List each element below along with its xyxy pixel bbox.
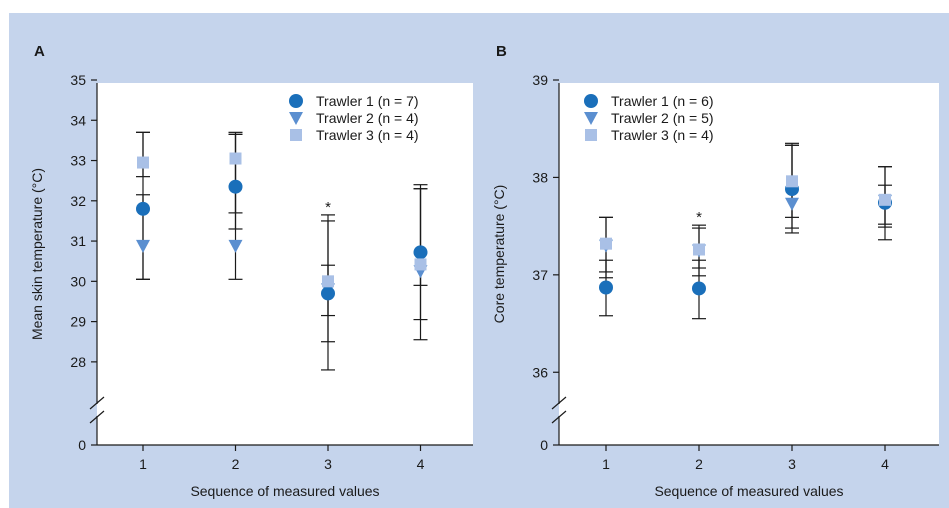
legend-marker-trawler-1 bbox=[289, 94, 303, 108]
y-tick-label: 35 bbox=[70, 72, 86, 88]
legend-marker-trawler-1 bbox=[584, 94, 598, 108]
panel-label: A bbox=[34, 43, 45, 60]
legend-marker-trawler-3 bbox=[290, 129, 302, 141]
significance-marker: * bbox=[696, 209, 702, 226]
legend-label: Trawler 2 (n = 5) bbox=[611, 110, 714, 126]
x-tick-label: 4 bbox=[881, 456, 889, 472]
data-point-trawler-1 bbox=[228, 179, 243, 194]
legend-label: Trawler 1 (n = 6) bbox=[611, 93, 714, 109]
y-tick-label-zero: 0 bbox=[78, 437, 86, 453]
data-point-trawler-3 bbox=[693, 243, 705, 256]
data-point-trawler-3 bbox=[137, 156, 149, 169]
data-point-trawler-1 bbox=[136, 201, 150, 216]
y-tick-label: 29 bbox=[70, 314, 86, 330]
panel-label: B bbox=[496, 43, 507, 60]
axis-break-mark bbox=[89, 396, 105, 410]
data-point-trawler-3 bbox=[414, 258, 427, 271]
data-point-trawler-3 bbox=[879, 193, 891, 206]
x-tick-label: 3 bbox=[324, 456, 332, 472]
data-point-trawler-1 bbox=[413, 245, 428, 260]
y-tick-label: 36 bbox=[532, 364, 548, 380]
y-tick-label-zero: 0 bbox=[540, 437, 548, 453]
axis-break-mark bbox=[551, 396, 567, 410]
data-point-trawler-3 bbox=[600, 237, 612, 250]
x-tick-label: 3 bbox=[788, 456, 796, 472]
plot-area bbox=[97, 83, 473, 445]
x-axis-title: Sequence of measured values bbox=[654, 483, 843, 499]
chart-panel-b: B 36 37 38 39 0 1 2 3 4 Sequence of measured value… bbox=[491, 43, 939, 499]
legend-marker-trawler-2 bbox=[289, 112, 303, 125]
y-tick-label: 32 bbox=[70, 193, 86, 209]
x-tick-label: 2 bbox=[695, 456, 703, 472]
legend-label: Trawler 2 (n = 4) bbox=[316, 110, 419, 126]
plot-area bbox=[559, 83, 939, 445]
axis-break-mark bbox=[551, 410, 567, 424]
data-point-trawler-3 bbox=[229, 152, 242, 165]
data-point-trawler-2 bbox=[136, 239, 150, 253]
y-tick-label: 28 bbox=[70, 354, 86, 370]
axis-break-mark bbox=[89, 410, 105, 424]
significance-marker: * bbox=[325, 199, 331, 216]
y-tick-label: 37 bbox=[532, 267, 548, 283]
data-point-trawler-2 bbox=[785, 197, 799, 211]
legend-label: Trawler 3 (n = 4) bbox=[316, 127, 419, 143]
legend-label: Trawler 3 (n = 4) bbox=[611, 127, 714, 143]
y-tick-label: 38 bbox=[532, 169, 548, 185]
x-tick-label: 2 bbox=[232, 456, 240, 472]
x-tick-label: 1 bbox=[139, 456, 147, 472]
y-axis-title: Mean skin temperature (°C) bbox=[29, 168, 45, 340]
legend-marker-trawler-3 bbox=[585, 129, 597, 141]
y-tick-label: 31 bbox=[70, 233, 86, 249]
x-tick-label: 1 bbox=[602, 456, 610, 472]
data-point-trawler-1 bbox=[321, 286, 335, 301]
x-tick-label: 4 bbox=[417, 456, 425, 472]
data-point-trawler-2 bbox=[228, 239, 243, 253]
y-tick-label: 30 bbox=[70, 273, 86, 289]
y-tick-label: 39 bbox=[532, 72, 548, 88]
legend: Trawler 1 (n = 6)Trawler 2 (n = 5)Trawle… bbox=[584, 93, 714, 143]
data-point-trawler-1 bbox=[692, 281, 706, 296]
data-point-trawler-1 bbox=[599, 280, 613, 295]
figure-background: A 28 29 30 31 32 33 34 35 0 1 2 3 4 Sequence of measur… bbox=[9, 13, 949, 508]
x-axis-title: Sequence of measured values bbox=[190, 483, 379, 499]
y-tick-label: 34 bbox=[70, 112, 86, 128]
data-point-trawler-3 bbox=[786, 175, 798, 188]
y-axis-title: Core temperature (°C) bbox=[491, 185, 507, 324]
legend-marker-trawler-2 bbox=[584, 112, 598, 125]
y-tick-label: 33 bbox=[70, 153, 86, 169]
data-point-trawler-3 bbox=[322, 275, 334, 288]
legend: Trawler 1 (n = 7)Trawler 2 (n = 4)Trawle… bbox=[289, 93, 419, 143]
legend-label: Trawler 1 (n = 7) bbox=[316, 93, 419, 109]
